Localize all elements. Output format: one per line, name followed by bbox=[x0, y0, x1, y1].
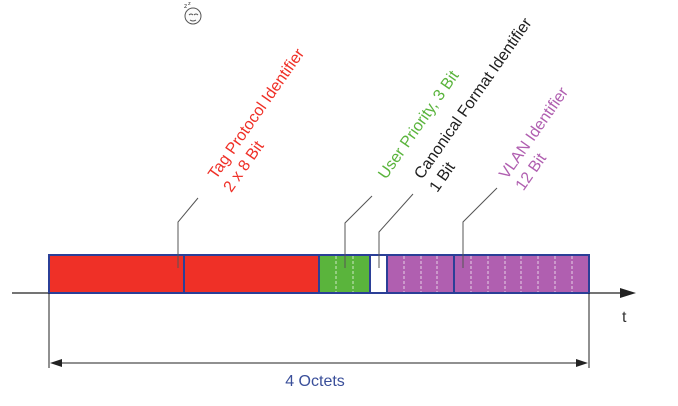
time-axis-arrowhead bbox=[620, 288, 636, 298]
leader-line-tpi bbox=[177, 197, 199, 268]
sleeping-face-icon: z z bbox=[184, 1, 202, 25]
span-label: 4 Octets bbox=[285, 373, 345, 390]
field-cfi-segment bbox=[370, 255, 387, 293]
svg-text:z: z bbox=[184, 3, 187, 10]
leader-line-cfi bbox=[378, 193, 414, 268]
leader-line-up bbox=[344, 195, 373, 268]
time-axis-label: t bbox=[622, 309, 627, 326]
leader-line-vid bbox=[462, 187, 498, 268]
frame-border bbox=[48, 254, 590, 294]
span-arrow-right bbox=[576, 359, 588, 367]
span-arrow-left bbox=[50, 359, 62, 367]
svg-text:z: z bbox=[188, 1, 191, 7]
bit-dividers bbox=[335, 256, 573, 292]
